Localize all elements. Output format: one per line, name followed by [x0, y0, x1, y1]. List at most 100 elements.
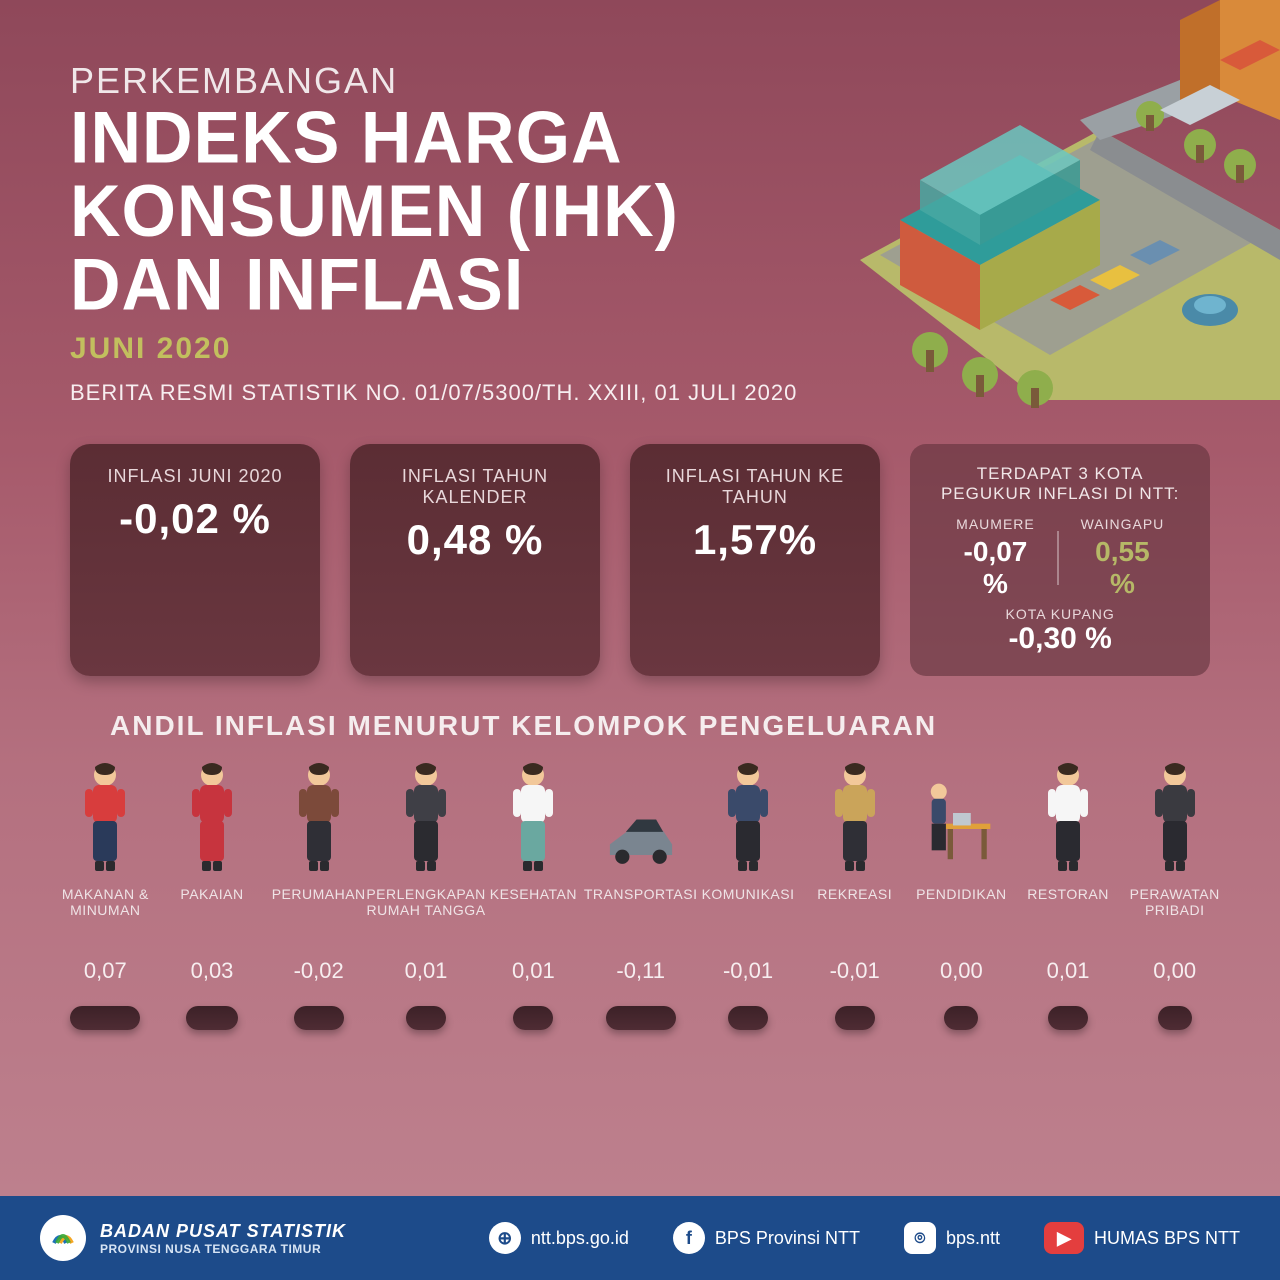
- category-value: 0,01: [512, 958, 555, 984]
- stat-label-prefix: INFLASI: [666, 466, 741, 486]
- stat-card-tahun: INFLASI TAHUN KE TAHUN 1,57%: [630, 444, 880, 676]
- category-icon: [1028, 756, 1108, 876]
- city-value: -0,07 %: [956, 536, 1035, 600]
- city-value: 0,55 %: [1081, 536, 1165, 600]
- category-value: -0,01: [830, 958, 880, 984]
- category-value: -0,02: [294, 958, 344, 984]
- stat-card-kalender: INFLASI TAHUN KALENDER 0,48 %: [350, 444, 600, 676]
- social-text: HUMAS BPS NTT: [1094, 1228, 1240, 1249]
- social-link[interactable]: ⊕ ntt.bps.go.id: [489, 1222, 629, 1254]
- stat-value: 1,57%: [660, 516, 850, 564]
- category-item: PERAWATAN PRIBADI 0,00: [1123, 756, 1226, 1030]
- category-item: PAKAIAN 0,03: [161, 756, 264, 1030]
- category-item: REKREASI -0,01: [803, 756, 906, 1030]
- category-item: RESTORAN 0,01: [1017, 756, 1120, 1030]
- category-icon: [386, 756, 466, 876]
- category-value: 0,07: [84, 958, 127, 984]
- category-pill: [1158, 1006, 1192, 1030]
- stat-label-prefix: INFLASI: [402, 466, 477, 486]
- category-value: -0,11: [616, 958, 665, 984]
- category-pill: [294, 1006, 344, 1030]
- category-pill: [70, 1006, 140, 1030]
- city-name: KOTA KUPANG: [934, 606, 1186, 622]
- youtube-icon: ▶: [1044, 1222, 1084, 1254]
- footer: BADAN PUSAT STATISTIK PROVINSI NUSA TENG…: [0, 1196, 1280, 1280]
- category-label: PERUMAHAN: [272, 886, 366, 928]
- facebook-icon: f: [673, 1222, 705, 1254]
- category-value: 0,03: [191, 958, 234, 984]
- category-pill: [186, 1006, 238, 1030]
- category-icon: [172, 756, 252, 876]
- category-item: TRANSPORTASI -0,11: [589, 756, 693, 1030]
- instagram-icon: ⌾: [904, 1222, 936, 1254]
- category-label: KESEHATAN: [490, 886, 577, 928]
- stat-value: 0,48 %: [380, 516, 570, 564]
- org-subtitle: PROVINSI NUSA TENGGARA TIMUR: [100, 1242, 346, 1256]
- stat-value: -0,02 %: [100, 495, 290, 543]
- category-icon: [708, 756, 788, 876]
- cities-title: TERDAPAT 3 KOTA PEGUKUR INFLASI DI NTT:: [934, 464, 1186, 504]
- category-label: REKREASI: [817, 886, 892, 928]
- category-icon: [279, 756, 359, 876]
- social-link[interactable]: ⌾ bps.ntt: [904, 1222, 1000, 1254]
- title-line-1: INDEKS HARGA: [70, 101, 1210, 174]
- section-title: ANDIL INFLASI MENURUT KELOMPOK PENGELUAR…: [110, 710, 1280, 742]
- category-label: PAKAIAN: [180, 886, 243, 928]
- category-item: PERUMAHAN -0,02: [267, 756, 370, 1030]
- category-label: PERAWATAN PRIBADI: [1123, 886, 1226, 928]
- category-label: PERLENGKAPAN RUMAH TANGGA: [366, 886, 485, 928]
- web-icon: ⊕: [489, 1222, 521, 1254]
- stat-label-rest: JUNI 2020: [182, 466, 282, 486]
- city-value: -0,30 %: [934, 622, 1186, 656]
- category-label: KOMUNIKASI: [702, 886, 795, 928]
- category-icon: [65, 756, 145, 876]
- social-link[interactable]: ▶ HUMAS BPS NTT: [1044, 1222, 1240, 1254]
- category-label: MAKANAN & MINUMAN: [54, 886, 157, 928]
- org-name: BADAN PUSAT STATISTIK: [100, 1221, 346, 1242]
- category-item: KOMUNIKASI -0,01: [697, 756, 800, 1030]
- category-label: RESTORAN: [1027, 886, 1109, 928]
- category-pill: [728, 1006, 768, 1030]
- category-pill: [606, 1006, 676, 1030]
- category-icon: [601, 756, 681, 876]
- stat-card-juni: INFLASI JUNI 2020 -0,02 %: [70, 444, 320, 676]
- header: PERKEMBANGAN INDEKS HARGA KONSUMEN (IHK)…: [0, 0, 1280, 406]
- city-name: WAINGAPU: [1081, 516, 1165, 532]
- title-line-2: KONSUMEN (IHK): [70, 174, 1210, 248]
- category-item: MAKANAN & MINUMAN 0,07: [54, 756, 157, 1030]
- category-pill: [513, 1006, 553, 1030]
- category-icon: [921, 756, 1001, 876]
- city-waingapu: WAINGAPU 0,55 %: [1059, 516, 1187, 600]
- main-title: INDEKS HARGA KONSUMEN (IHK) DAN INFLASI: [70, 101, 1210, 322]
- stat-row: INFLASI JUNI 2020 -0,02 % INFLASI TAHUN …: [0, 406, 1280, 676]
- social-link[interactable]: f BPS Provinsi NTT: [673, 1222, 860, 1254]
- stat-label-rest: TAHUN KE TAHUN: [722, 466, 844, 507]
- category-value: -0,01: [723, 958, 773, 984]
- category-pill: [406, 1006, 446, 1030]
- stat-label-prefix: INFLASI: [107, 466, 182, 486]
- category-item: PENDIDIKAN 0,00: [910, 756, 1013, 1030]
- social-text: BPS Provinsi NTT: [715, 1228, 860, 1249]
- city-kupang: KOTA KUPANG -0,30 %: [934, 606, 1186, 656]
- category-item: PERLENGKAPAN RUMAH TANGGA 0,01: [374, 756, 478, 1030]
- category-value: 0,01: [1047, 958, 1090, 984]
- category-icon: [493, 756, 573, 876]
- categories-row: MAKANAN & MINUMAN 0,07 PAKAIAN 0,03 PERU…: [0, 742, 1280, 1030]
- city-name: MAUMERE: [956, 516, 1035, 532]
- category-pill: [835, 1006, 875, 1030]
- category-pill: [944, 1006, 978, 1030]
- social-text: bps.ntt: [946, 1228, 1000, 1249]
- category-value: 0,00: [1153, 958, 1196, 984]
- category-item: KESEHATAN 0,01: [482, 756, 585, 1030]
- title-line-3: DAN INFLASI: [70, 248, 1210, 322]
- category-pill: [1048, 1006, 1088, 1030]
- category-label: PENDIDIKAN: [916, 886, 1007, 928]
- social-text: ntt.bps.go.id: [531, 1228, 629, 1249]
- social-links: ⊕ ntt.bps.go.id f BPS Provinsi NTT ⌾ bps…: [489, 1222, 1240, 1254]
- city-maumere: MAUMERE -0,07 %: [934, 516, 1057, 600]
- cities-box: TERDAPAT 3 KOTA PEGUKUR INFLASI DI NTT: …: [910, 444, 1210, 676]
- category-icon: [815, 756, 895, 876]
- category-value: 0,01: [405, 958, 448, 984]
- org-block: BADAN PUSAT STATISTIK PROVINSI NUSA TENG…: [40, 1215, 346, 1261]
- reference-line: BERITA RESMI STATISTIK NO. 01/07/5300/TH…: [70, 380, 1210, 406]
